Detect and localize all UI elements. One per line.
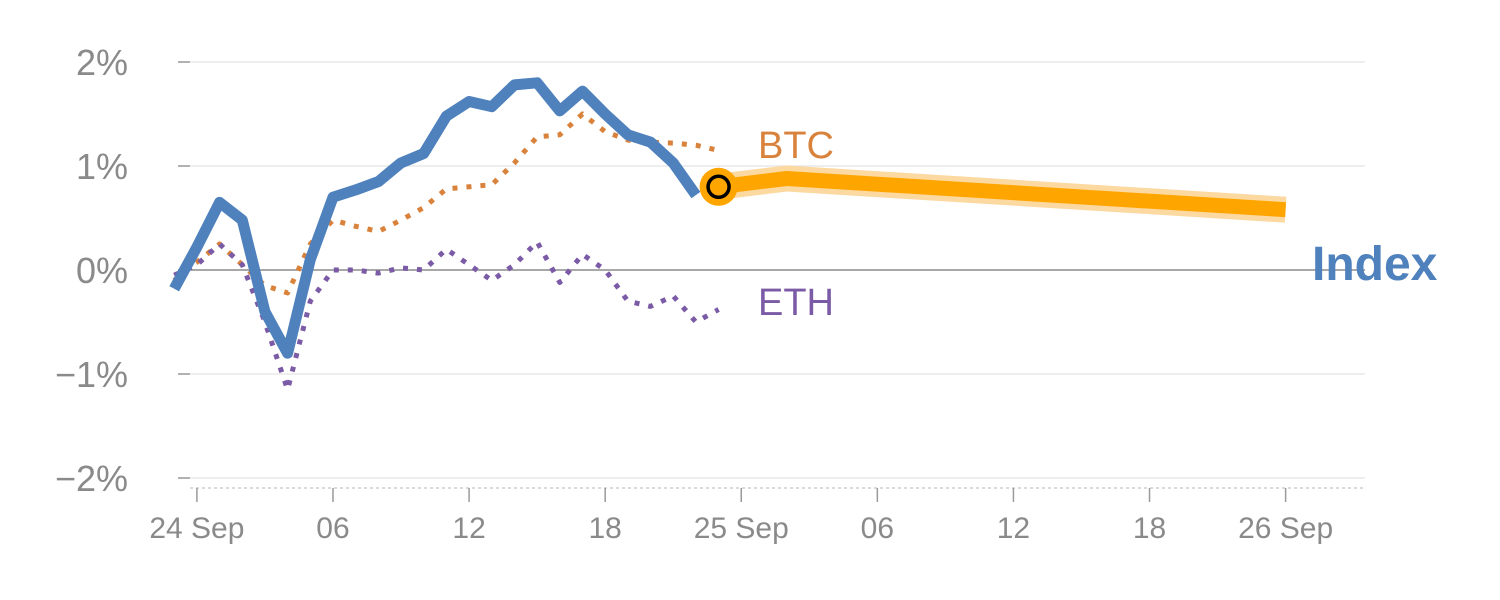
x-tick-label: 06 <box>316 512 349 545</box>
x-tick-label: 26 Sep <box>1238 512 1333 545</box>
y-tick-label: −1% <box>55 354 128 395</box>
x-tick-label: 18 <box>588 512 621 545</box>
y-tick-label: 1% <box>76 146 128 187</box>
x-tick-label: 12 <box>452 512 485 545</box>
current-value-marker <box>706 174 731 200</box>
x-tick-label: 06 <box>861 512 894 545</box>
x-tick-label: 18 <box>1133 512 1166 545</box>
x-tick-label: 25 Sep <box>694 512 789 545</box>
btc-label: BTC <box>758 125 834 167</box>
index-label: Index <box>1312 238 1438 291</box>
grid-lines <box>178 61 1365 479</box>
y-tick-label: −2% <box>55 458 128 499</box>
series-layer <box>169 77 1287 393</box>
series-labels: BTC ETH Index <box>758 125 1438 324</box>
y-tick-label: 2% <box>76 42 128 83</box>
index-series-line <box>169 77 701 359</box>
y-axis: 2% 1% 0% −1% −2% <box>55 42 190 499</box>
x-tick-label: 12 <box>997 512 1030 545</box>
x-axis: 24 Sep 06 12 18 25 Sep 06 12 18 26 Sep <box>149 487 1365 545</box>
marker-layer <box>699 167 738 206</box>
index-projection-line <box>717 171 1287 218</box>
eth-label: ETH <box>758 282 834 324</box>
y-tick-label: 0% <box>76 250 128 291</box>
x-tick-label: 24 Sep <box>149 512 244 545</box>
